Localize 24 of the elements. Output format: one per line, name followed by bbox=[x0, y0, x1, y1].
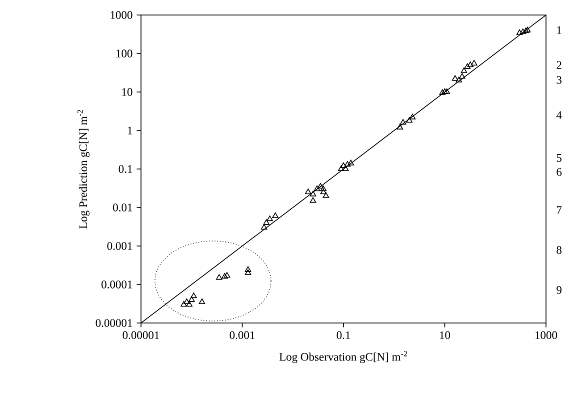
text: 9 bbox=[556, 286, 562, 294]
x-tick-label: 0.1 bbox=[336, 331, 350, 340]
x-axis-title: Log Observation gC[N] m$^{-2}$ bbox=[279, 350, 407, 364]
text: 1 bbox=[557, 26, 562, 34]
y-axis-title: Log Prediction gC[N] m$^{-2}$ bbox=[77, 110, 90, 229]
text: 6 bbox=[556, 168, 562, 176]
text: 4 bbox=[556, 111, 562, 119]
y-tick-label: 0.001 bbox=[107, 242, 132, 250]
y-tick-label: 1 bbox=[128, 126, 132, 134]
text: 7 bbox=[556, 206, 562, 214]
y-tick-label: 0.01 bbox=[113, 204, 132, 212]
y-tick-label: 0.00001 bbox=[96, 319, 132, 327]
y-tick-label: 0.1 bbox=[118, 165, 132, 173]
y-tick-label: 100 bbox=[116, 50, 132, 58]
x-tick-label: 10 bbox=[440, 331, 450, 340]
text: 8 bbox=[556, 246, 562, 254]
y-tick-label: 0.0001 bbox=[102, 280, 132, 288]
x-tick-label: 1000 bbox=[536, 331, 558, 340]
x-tick-label: 0.001 bbox=[230, 331, 254, 340]
text: 2 bbox=[556, 61, 562, 69]
y-tick-label: 1000 bbox=[110, 11, 132, 19]
text: 5 bbox=[556, 154, 562, 162]
y-tick-label: 10 bbox=[122, 88, 132, 96]
text: 3 bbox=[556, 76, 562, 84]
